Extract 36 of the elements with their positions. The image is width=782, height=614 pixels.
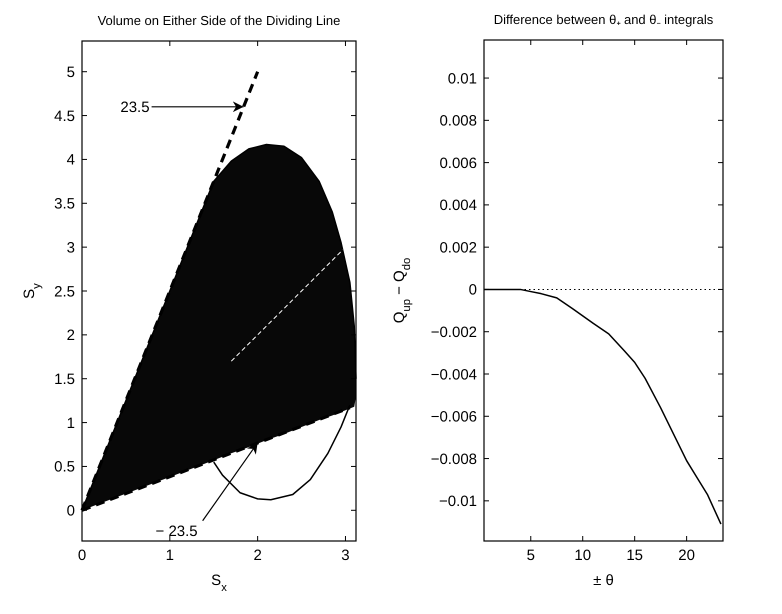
y-tick-label: −0.01	[439, 493, 477, 510]
y-tick-label: 3	[66, 239, 75, 256]
y-tick-label: 0.01	[448, 70, 477, 88]
y-tick-label: 4	[66, 152, 75, 169]
x-tick-label: 1	[166, 547, 174, 564]
x-tick-label: 10	[574, 547, 592, 564]
y-tick-label: 0	[66, 502, 75, 520]
chart-title: Difference between θ₊ and θ₋ integrals	[494, 12, 714, 27]
chart-title: Volume on Either Side of the Dividing Line	[98, 13, 340, 28]
y-tick-label: 2	[66, 327, 75, 344]
x-tick-label: 5	[526, 547, 535, 564]
y-tick-label: −0.008	[430, 450, 477, 468]
y-tick-label: 2.5	[54, 283, 75, 300]
x-tick-label: 15	[626, 547, 644, 564]
y-tick-label: −0.004	[430, 366, 477, 384]
y-tick-label: 1	[66, 414, 75, 432]
y-tick-label: 0.006	[439, 154, 477, 172]
y-tick-label: 4.5	[54, 108, 75, 125]
y-tick-label: 0.004	[439, 197, 477, 214]
annotation: 23.5	[120, 99, 150, 116]
x-tick-label: 3	[341, 547, 350, 564]
annotation: − 23.5	[156, 523, 198, 540]
y-tick-label: −0.002	[430, 324, 477, 341]
x-tick-label: 0	[78, 547, 86, 564]
y-tick-label: 0.002	[439, 239, 477, 256]
x-axis-title: S$_{x}$	[211, 572, 228, 594]
y-tick-label: 5	[66, 64, 75, 81]
y-tick-label: −0.006	[430, 408, 477, 426]
x-tick-label: 2	[253, 547, 262, 564]
y-tick-label: 1.5	[54, 370, 75, 388]
x-tick-label: 20	[678, 547, 695, 564]
y-tick-label: 0.008	[439, 112, 477, 130]
x-axis-title: ± θ	[593, 572, 614, 589]
y-tick-label: 0.5	[54, 458, 75, 476]
y-tick-label: 3.5	[54, 196, 75, 213]
y-tick-label: 0	[468, 282, 477, 299]
